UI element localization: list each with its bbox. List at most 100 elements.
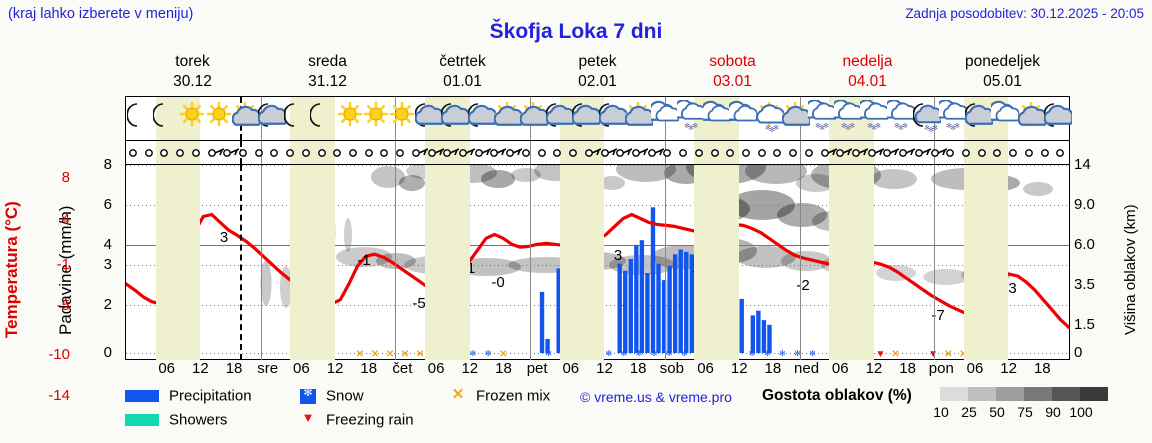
daylight-band [559, 141, 605, 164]
precipitation-bar [756, 310, 761, 353]
weather-icon-moon-snow: ✻ ✻ ✻ [912, 100, 941, 134]
day-date: 04.01 [848, 73, 887, 90]
wind-barb [127, 142, 149, 164]
temperature-value-label: -5 [412, 295, 425, 312]
weather-icon-sun [363, 100, 389, 134]
chart-legend: Precipitation Showers ✻ Snow ▼ Freezing ra… [125, 385, 1145, 437]
wind-barb [897, 142, 919, 164]
weather-icon-cloud [991, 100, 1020, 134]
day-separator [799, 165, 801, 360]
day-column-nedelja: nedelja 04.01 [800, 52, 935, 96]
temperature-tick: -14 [48, 387, 70, 404]
day-date: 31.12 [308, 73, 347, 90]
wind-barb [457, 142, 479, 164]
day-separator [260, 165, 262, 360]
x-axis-tick-12: 12 [1000, 360, 1017, 377]
cloud-density-step [968, 387, 996, 401]
day-column-sobota: sobota 03.01 [665, 52, 800, 96]
svg-text:✻: ✻ [950, 124, 956, 132]
temperature-value-label: 1 [467, 260, 475, 277]
svg-text:✻: ✻ [902, 122, 908, 130]
wind-barb [740, 142, 762, 164]
weather-icon-cloud-snow: ✻ ✻ ✻ [939, 100, 968, 134]
weather-icon-sun-cloud [493, 100, 522, 134]
forecast-plot[interactable]: ✻✻✻✻✻✻✻✻✻✻✻✻✻✻✻✻✻✻✻✻✻✻✻✻ ✕✕✕✕✕✕✻✻✕✻✻✻✻✻✻… [124, 96, 1072, 360]
svg-text:✻: ✻ [794, 349, 801, 358]
cloud-height-axis-title: Višina oblakov (km) [1122, 204, 1139, 336]
showers-swatch [125, 414, 159, 427]
cloud-density-colorbar-labels: 10 25 50 75 90 100 [927, 404, 1095, 420]
wind-barb [630, 142, 652, 164]
svg-text:✻: ✻ [605, 349, 612, 358]
svg-text:✻: ✻ [928, 126, 934, 134]
cloud-density-step [996, 387, 1024, 401]
temperature-tick: -10 [48, 346, 70, 363]
wind-barb [504, 142, 526, 164]
temperature-axis-ticks: 8 4 -1 -5 -10 -14 [30, 96, 70, 404]
precipitation-bar [678, 249, 683, 353]
weather-icon-moon [284, 100, 310, 134]
svg-text:✻: ✻ [894, 122, 900, 130]
wind-barb [331, 142, 353, 164]
weather-icon-moon-cloud [598, 100, 627, 134]
daylight-band [425, 165, 470, 360]
day-separator [395, 165, 397, 360]
temperature-tick: 8 [61, 169, 70, 186]
chart-plot-area: ✕✕✕✕✕✕✻✻✕✻✻✻✻✻✻✻✻✻✻✻✻✻✻✻✻✻✻✕▼✕▼✕✕✕-63-6-… [124, 150, 1071, 360]
svg-text:✕: ✕ [356, 349, 364, 360]
wind-barb [347, 142, 369, 164]
legend-snow: ✻ Snow [300, 387, 364, 405]
cloud-density-tick: 10 [933, 404, 949, 420]
wind-barb [756, 142, 778, 164]
x-axis-tick-06: 06 [697, 360, 714, 377]
x-axis-tick-12: 12 [326, 360, 344, 377]
last-update-label: Zadnja posodobitev: 30.12.2025 - 20:05 [905, 6, 1144, 21]
legend-precipitation: Precipitation [125, 387, 252, 405]
copyright-link[interactable]: © vreme.us & vreme.pro [580, 389, 732, 405]
cloud-height-tick: 0 [1074, 344, 1083, 361]
wind-barb [551, 142, 573, 164]
wind-barb [473, 142, 495, 164]
wind-barb [488, 142, 510, 164]
cloud-density-colorbar [940, 387, 1108, 401]
wind-barb [206, 142, 228, 164]
x-axis-tick-pet: pet [526, 360, 548, 377]
svg-text:✕: ✕ [891, 349, 899, 360]
svg-text:▼: ▼ [875, 349, 885, 360]
daylight-band [829, 141, 874, 164]
day-separator [395, 141, 397, 164]
weather-icon-cloud-snow: ✻ ✻ ✻ [886, 100, 915, 134]
wind-barb [913, 142, 935, 164]
wind-barb [284, 142, 306, 164]
weather-icon-cloud [703, 100, 732, 134]
cloud-density-step [1052, 387, 1080, 401]
cloud-height-tick: 14 [1074, 156, 1091, 173]
day-separator [530, 165, 532, 360]
svg-text:✻: ✻ [954, 122, 960, 130]
precipitation-bar [650, 207, 656, 353]
x-axis-tick-čet: čet [392, 360, 413, 377]
svg-text:✻: ✻ [773, 124, 779, 132]
weather-icon-cloud-snow: ✻ ✻ ✻ [808, 100, 837, 134]
day-name: petek [578, 53, 617, 70]
day-separator [799, 141, 801, 164]
day-separator [664, 165, 666, 360]
legend-snow-label: Snow [326, 387, 364, 405]
wind-barb [1023, 142, 1045, 164]
svg-text:✻: ✻ [898, 124, 904, 132]
x-axis-tick-18: 18 [629, 360, 647, 377]
x-axis-tick-sob: sob [659, 360, 684, 377]
weather-icon-moon [310, 100, 336, 134]
precipitation-bar [645, 273, 650, 353]
day-header-row: torek 30.12 sreda 31.12 četrtek 01.01 petek 02.… [125, 52, 1070, 96]
wind-barb [583, 142, 605, 164]
legend-showers: Showers [125, 411, 227, 429]
page-title: Škofja Loka 7 dni [489, 20, 663, 43]
weather-icon-moon-cloud [546, 100, 575, 134]
daylight-band [829, 165, 874, 360]
day-separator [530, 141, 532, 164]
svg-text:✻: ✻ [692, 122, 698, 130]
daylight-band [290, 97, 335, 140]
day-name: ponedeljek [965, 53, 1040, 70]
day-separator [934, 165, 936, 360]
